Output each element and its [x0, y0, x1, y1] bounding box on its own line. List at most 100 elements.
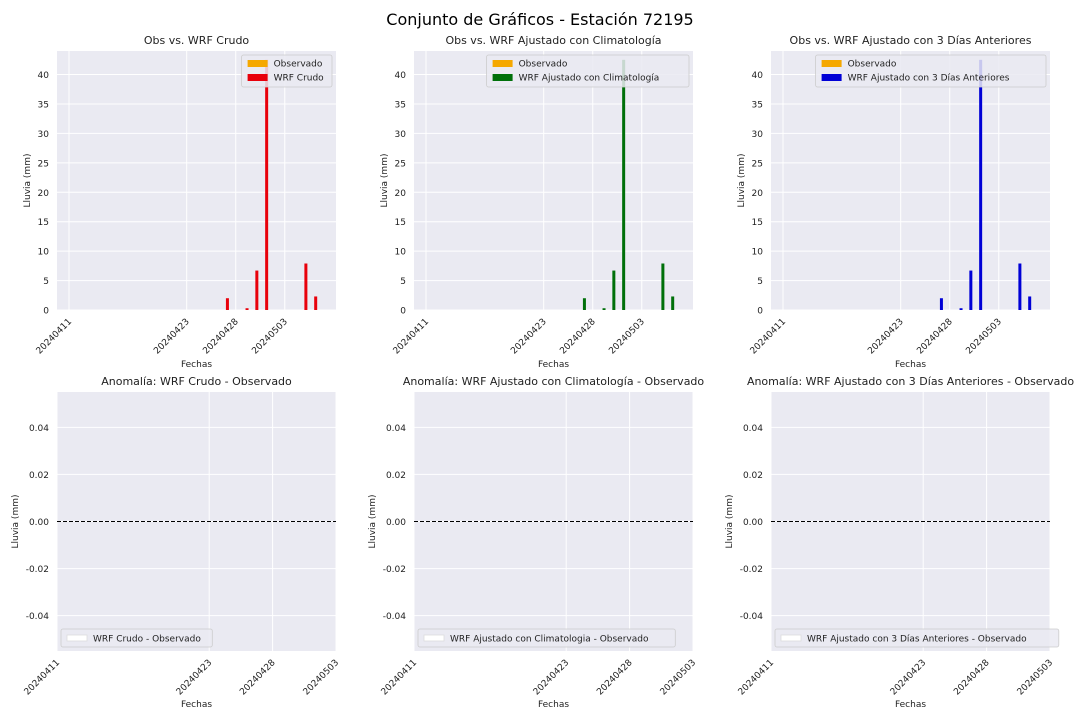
x-tick-label: 20240411 — [749, 317, 788, 356]
legend: WRF Ajustado con Climatologia - Observad… — [417, 628, 676, 648]
y-tick-label: -0.02 — [383, 565, 406, 575]
y-tick-label: 0.02 — [29, 471, 49, 481]
legend-label: Observado — [274, 60, 323, 70]
y-tick-label: 15 — [395, 218, 406, 228]
y-tick-label: -0.04 — [383, 612, 407, 622]
y-tick-label: 0 — [757, 307, 763, 317]
y-tick-label: 25 — [395, 159, 406, 169]
plot-area — [414, 51, 693, 310]
x-tick-label: 20240503 — [607, 317, 646, 356]
y-tick-label: 0.02 — [743, 471, 763, 481]
legend: Observado WRF Ajustado con 3 Días Anterio… — [815, 54, 1047, 88]
bar — [959, 308, 963, 310]
y-tick-label: 20 — [38, 189, 50, 199]
y-tick-label: 20 — [752, 189, 764, 199]
x-axis-label: Fechas — [895, 700, 926, 710]
y-tick-label: 0.00 — [386, 518, 406, 528]
y-tick-label: 5 — [400, 277, 406, 287]
legend-swatch — [247, 74, 268, 81]
bar — [314, 296, 318, 310]
y-tick-label: 30 — [752, 130, 764, 140]
x-axis-label: Fechas — [181, 360, 212, 370]
legend-swatch — [492, 74, 513, 81]
legend-label: WRF Ajustado con 3 Días Anteriores — [848, 74, 1010, 84]
x-tick-label: 20240428 — [915, 317, 955, 357]
legend-box — [774, 628, 1060, 648]
anomaly-chart-2: 0.04 0.02 0.00 -0.02 -0.04 20240411 20240423 20… — [368, 375, 704, 710]
y-tick-label: 0.04 — [743, 424, 763, 434]
bar — [255, 270, 259, 310]
legend: Observado WRF Ajustado con Climatología — [486, 54, 690, 88]
x-tick-label: 20240428 — [558, 317, 598, 357]
x-tick-label: 20240411 — [392, 317, 431, 356]
y-tick-label: 10 — [38, 248, 50, 258]
y-axis-label: Lluvia (mm) — [23, 154, 33, 208]
plot-area — [57, 51, 336, 310]
legend-swatch — [780, 634, 802, 642]
x-tick-label: 20240428 — [238, 658, 278, 698]
anomaly-chart-3: 0.04 0.02 0.00 -0.02 -0.04 20240411 20240423 20… — [725, 375, 1074, 710]
y-tick-label: 35 — [38, 100, 49, 110]
y-tick-label: 15 — [752, 218, 763, 228]
y-axis-label: Lluvia (mm) — [368, 495, 378, 549]
legend-swatch — [492, 60, 513, 67]
x-axis-label: Fechas — [895, 360, 926, 370]
y-tick-label: 5 — [43, 277, 49, 287]
x-tick-label: 20240423 — [509, 317, 548, 356]
y-tick-label: 0 — [400, 307, 406, 317]
y-tick-label: 0.04 — [386, 424, 406, 434]
y-tick-label: -0.04 — [740, 612, 764, 622]
bar — [671, 296, 675, 310]
bar-chart-1: 0 5 10 15 20 25 30 35 40 20240411 20240423 20240428… — [23, 34, 336, 370]
y-tick-label: 35 — [752, 100, 763, 110]
legend-label: WRF Crudo - Observado — [93, 635, 201, 645]
y-tick-label: 30 — [395, 130, 407, 140]
bar — [1018, 263, 1022, 310]
bar — [969, 270, 973, 310]
x-tick-label: 20240411 — [35, 317, 74, 356]
plot-area — [771, 51, 1050, 310]
x-axis-label: Fechas — [538, 360, 569, 370]
legend-label: Observado — [519, 60, 568, 70]
x-tick-label: 20240411 — [380, 658, 419, 697]
y-axis-label: Lluvia (mm) — [725, 495, 735, 549]
chart-title: Anomalía: WRF Crudo - Observado — [101, 375, 292, 388]
y-tick-label: -0.02 — [740, 565, 763, 575]
legend-box — [417, 628, 676, 648]
y-tick-label: 20 — [395, 189, 407, 199]
y-tick-label: 5 — [757, 277, 763, 287]
y-axis-label: Lluvia (mm) — [11, 495, 21, 549]
y-tick-label: 0 — [43, 307, 49, 317]
bar — [602, 308, 606, 310]
legend-box — [486, 54, 690, 88]
bar — [582, 298, 586, 310]
x-tick-label: 20240423 — [175, 658, 214, 697]
bar — [304, 263, 308, 310]
chart-title: Anomalía: WRF Ajustado con Climatología … — [403, 375, 705, 388]
legend-label: Observado — [848, 60, 897, 70]
y-tick-label: 0.02 — [386, 471, 406, 481]
x-tick-label: 20240411 — [23, 658, 62, 697]
x-tick-label: 20240423 — [532, 658, 571, 697]
legend-swatch — [821, 74, 842, 81]
legend-label: WRF Ajustado con Climatología — [519, 74, 660, 84]
y-tick-label: 0.00 — [29, 518, 49, 528]
bar — [622, 59, 626, 310]
legend-swatch — [821, 60, 842, 67]
legend-box — [60, 628, 213, 648]
anomaly-chart-1: 0.04 0.02 0.00 -0.02 -0.04 20240411 20240423 20… — [11, 375, 341, 710]
x-tick-label: 20240503 — [964, 317, 1003, 356]
legend-label: WRF Ajustado con Climatologia - Observad… — [450, 635, 649, 645]
y-tick-label: 0.00 — [743, 518, 763, 528]
chart-title: Obs vs. WRF Ajustado con 3 Días Anterior… — [790, 34, 1032, 47]
bar — [612, 270, 616, 310]
x-tick-label: 20240503 — [250, 317, 289, 356]
y-axis-label: Lluvia (mm) — [380, 154, 390, 208]
legend-label: WRF Ajustado con 3 Días Anteriores - Obs… — [807, 635, 1027, 645]
legend-swatch — [423, 634, 445, 642]
bar — [661, 263, 665, 310]
legend: WRF Crudo - Observado — [60, 628, 213, 648]
x-tick-label: 20240423 — [152, 317, 191, 356]
x-axis-label: Fechas — [538, 700, 569, 710]
